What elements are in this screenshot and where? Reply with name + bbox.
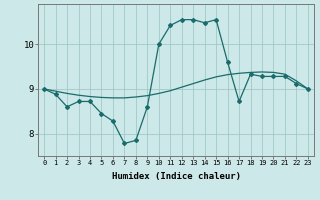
X-axis label: Humidex (Indice chaleur): Humidex (Indice chaleur): [111, 172, 241, 181]
